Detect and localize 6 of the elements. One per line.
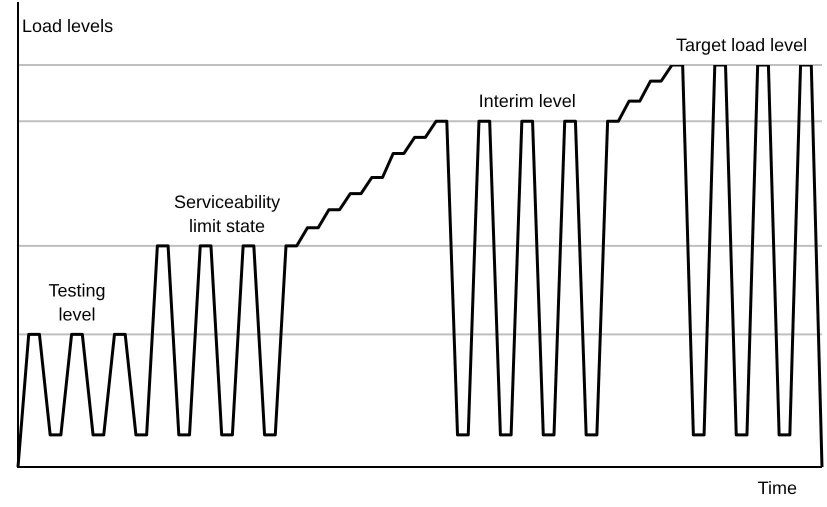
ref-line-label: Testing level [48,280,106,324]
y-axis-title: Load levels [22,16,114,37]
ref-line-label: Interim level [478,91,576,112]
ref-line-label: Target load level [676,34,808,55]
ref-line-label: Serviceability limit state [174,192,280,236]
x-axis-title: Time [758,478,797,499]
